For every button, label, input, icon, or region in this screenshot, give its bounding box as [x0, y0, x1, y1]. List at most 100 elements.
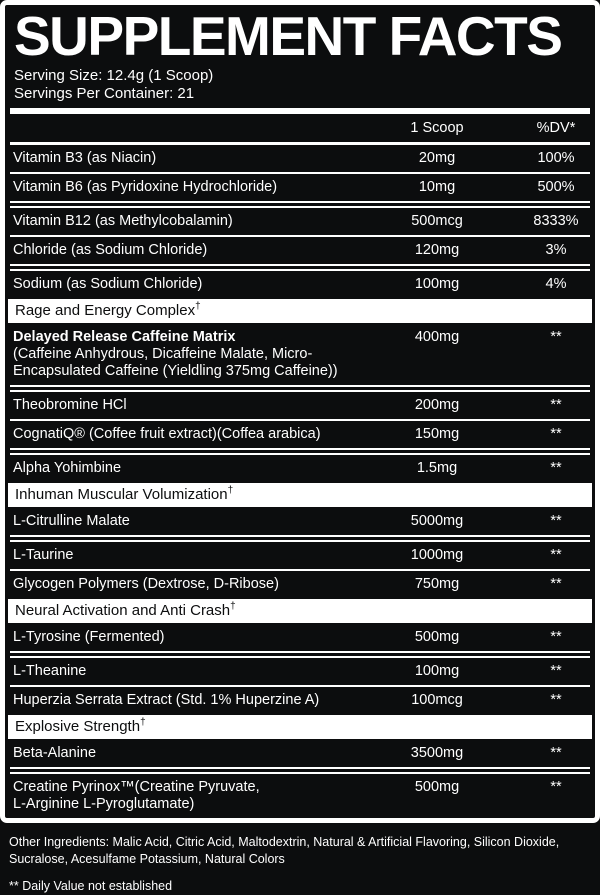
table-row: L-Citrulline Malate 5000mg ** [5, 508, 595, 535]
column-header-dv: %DV* [536, 120, 576, 136]
section-header-row: Rage and Energy Complex† [8, 299, 592, 323]
dagger-mark: † [227, 485, 234, 496]
section-title: Inhuman Muscular Volumization [15, 486, 228, 503]
supplement-facts-panel: SUPPLEMENT FACTS Serving Size: 12.4g (1 … [0, 0, 600, 823]
row-divider [10, 235, 590, 237]
table-row: CognatiQ® (Coffee fruit extract)(Coffea … [5, 421, 595, 448]
daily-value-note: ** Daily Value not established [9, 879, 173, 893]
table-row: Huperzia Serrata Extract (Std. 1% Huperz… [5, 687, 595, 714]
double-divider [10, 767, 590, 774]
row-name-sub: L-Arginine L-Pyroglutamate) [13, 796, 195, 812]
row-dv: ** [550, 329, 562, 345]
column-header-amount: 1 Scoop [410, 120, 464, 136]
row-name: L-Tyrosine (Fermented) [13, 629, 165, 645]
row-amount: 150mg [414, 426, 460, 442]
row-name: Vitamin B12 (as Methylcobalamin) [13, 213, 233, 229]
row-dv: ** [550, 663, 562, 679]
section-title: Explosive Strength [15, 718, 141, 735]
table-row: Beta-Alanine 3500mg ** [5, 740, 595, 767]
row-name: Huperzia Serrata Extract (Std. 1% Huperz… [13, 692, 320, 708]
row-name: L-Citrulline Malate [13, 513, 130, 529]
table-row: Alpha Yohimbine 1.5mg ** [5, 455, 595, 482]
row-dv: ** [550, 779, 562, 795]
label-footer: Other Ingredients: Malic Acid, Citric Ac… [0, 823, 600, 895]
double-divider [10, 201, 590, 208]
row-dv: ** [550, 629, 562, 645]
row-divider [10, 685, 590, 687]
thick-divider [10, 142, 590, 145]
row-amount: 5000mg [410, 513, 464, 529]
row-dv: ** [550, 397, 562, 413]
double-divider [10, 385, 590, 392]
double-divider [10, 264, 590, 271]
row-dv: 4% [545, 276, 567, 292]
row-amount: 500mg [414, 779, 460, 795]
row-name: Glycogen Polymers (Dextrose, D-Ribose) [13, 576, 279, 592]
other-ingredients-text: Other Ingredients: Malic Acid, Citric Ac… [9, 835, 560, 866]
row-dv: ** [550, 692, 562, 708]
table-row: Vitamin B6 (as Pyridoxine Hydrochloride)… [5, 174, 595, 201]
serving-size: Serving Size: 12.4g (1 Scoop) [14, 67, 214, 84]
row-name: L-Taurine [13, 547, 74, 563]
row-dv: 100% [537, 150, 575, 166]
row-name: Alpha Yohimbine [13, 460, 122, 476]
table-row: Chloride (as Sodium Chloride) 120mg 3% [5, 237, 595, 264]
row-name: Beta-Alanine [13, 745, 97, 761]
row-dv: 8333% [533, 213, 579, 229]
row-dv: ** [550, 460, 562, 476]
row-name-main: Creatine Pyrinox™(Creatine Pyruvate, [13, 779, 260, 795]
row-name-sub: (Caffeine Anhydrous, Dicaffeine Malate, … [13, 346, 338, 379]
row-amount: 200mg [414, 397, 460, 413]
row-amount: 500mg [414, 629, 460, 645]
row-dv: ** [550, 547, 562, 563]
row-divider [10, 172, 590, 174]
row-amount: 750mg [414, 576, 460, 592]
section-title: Rage and Energy Complex [15, 302, 196, 319]
panel-header: SUPPLEMENT FACTS Serving Size: 12.4g (1 … [5, 5, 595, 103]
row-divider [10, 569, 590, 571]
row-name: Theobromine HCl [13, 397, 127, 413]
dagger-mark: † [195, 301, 201, 312]
row-name-main: Delayed Release Caffeine Matrix [13, 329, 236, 345]
double-divider [10, 535, 590, 542]
table-row: L-Taurine 1000mg ** [5, 542, 595, 569]
row-name: Creatine Pyrinox™(Creatine Pyruvate, L-A… [13, 779, 377, 813]
row-name: Vitamin B3 (as Niacin) [13, 150, 157, 166]
row-dv: ** [550, 426, 562, 442]
section-header-row: Inhuman Muscular Volumization† [8, 483, 592, 507]
dagger-mark: † [140, 717, 146, 728]
row-name: Vitamin B6 (as Pyridoxine Hydrochloride) [13, 179, 278, 195]
section-header-row: Neural Activation and Anti Crash† [8, 599, 592, 623]
row-name: Chloride (as Sodium Chloride) [13, 242, 208, 258]
double-divider [10, 448, 590, 455]
row-amount: 100mcg [411, 692, 463, 708]
table-row: Delayed Release Caffeine Matrix (Caffein… [5, 324, 595, 385]
row-dv: 3% [545, 242, 567, 258]
row-dv: 500% [537, 179, 575, 195]
row-amount: 400mg [414, 329, 460, 345]
row-amount: 100mg [414, 663, 460, 679]
table-row: Vitamin B12 (as Methylcobalamin) 500mcg … [5, 208, 595, 235]
dagger-mark: † [230, 601, 236, 612]
row-amount: 3500mg [410, 745, 464, 761]
table-row: Creatine Pyrinox™(Creatine Pyruvate, L-A… [5, 774, 595, 818]
row-dv: ** [550, 513, 562, 529]
table-row: L-Tyrosine (Fermented) 500mg ** [5, 624, 595, 651]
table-row: L-Theanine 100mg ** [5, 658, 595, 685]
table-row: Theobromine HCl 200mg ** [5, 392, 595, 419]
row-name: Delayed Release Caffeine Matrix (Caffein… [13, 329, 377, 380]
row-name: L-Theanine [13, 663, 87, 679]
servings-per-container: Servings Per Container: 21 [14, 85, 195, 102]
column-header-row: 1 Scoop %DV* [5, 114, 595, 142]
row-amount: 10mg [418, 179, 456, 195]
row-amount: 1.5mg [416, 460, 458, 476]
table-row: Sodium (as Sodium Chloride) 100mg 4% [5, 271, 595, 298]
thick-divider [10, 108, 590, 114]
row-dv: ** [550, 745, 562, 761]
table-row: Glycogen Polymers (Dextrose, D-Ribose) 7… [5, 571, 595, 598]
row-amount: 500mcg [411, 213, 463, 229]
panel-title: SUPPLEMENT FACTS [14, 5, 563, 67]
section-title: Neural Activation and Anti Crash [15, 602, 231, 619]
row-name: CognatiQ® (Coffee fruit extract)(Coffea … [13, 426, 321, 442]
section-header-row: Explosive Strength† [8, 715, 592, 739]
